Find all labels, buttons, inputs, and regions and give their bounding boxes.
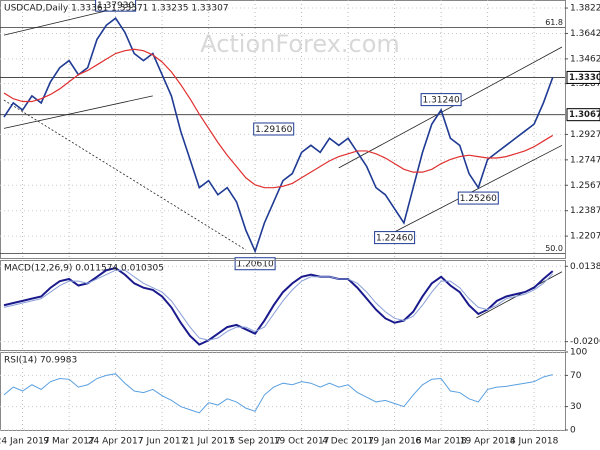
annotation-box — [457, 191, 499, 205]
level-label: 1.30670 — [569, 110, 600, 120]
annotation-label: 1.37930 — [97, 1, 134, 11]
level-label: 61.8 — [545, 18, 563, 27]
x-tick-label: 19 Apr 2018 — [460, 437, 516, 447]
series-line — [3, 269, 554, 341]
y-tick-label: 0.013802 — [570, 262, 600, 272]
annotation-box — [374, 231, 416, 245]
annotation-label: 1.22460 — [376, 234, 413, 244]
y-tick-label: 1.25670 — [570, 181, 600, 191]
x-tick-label: 21 Jul 2017 — [183, 437, 234, 447]
annotation-label: 1.25260 — [460, 194, 497, 204]
watermark: ActionForex.com — [200, 30, 400, 58]
x-tick-label: 4 Dec 2017 — [322, 437, 374, 447]
panel-title: MACD(12,26,9) 0.011574 0.010305 — [4, 264, 164, 274]
x-tick-label: 6 Mar 2018 — [415, 437, 467, 447]
level-label: 50.0 — [545, 244, 563, 253]
y-tick-label: 30 — [570, 402, 582, 412]
level-box — [566, 108, 600, 122]
y-tick-label: 1.34620 — [570, 54, 600, 64]
annotation-box — [95, 0, 137, 12]
series-line — [3, 266, 554, 346]
x-tick-label: 9 Mar 2017 — [43, 437, 94, 447]
trend-line — [3, 9, 112, 36]
level-box — [566, 70, 600, 84]
series-line — [3, 48, 554, 189]
annotation-box — [420, 93, 462, 107]
panel — [0, 260, 566, 351]
y-tick-label: 1.29270 — [570, 130, 600, 140]
panel-title: RSI(14) 70.9983 — [4, 356, 77, 366]
series-line — [3, 373, 553, 414]
y-tick-label: 100 — [570, 348, 587, 358]
y-tick-label: 1.23870 — [570, 206, 600, 216]
panel — [0, 0, 566, 259]
panel — [0, 352, 566, 431]
panel-title: USDCAD,Daily 1.33361 1.33371 1.33235 1.3… — [4, 4, 229, 14]
level-label: 1.33307 — [569, 73, 600, 83]
y-tick-label: 1.38220 — [570, 4, 600, 14]
x-tick-label: 4 Jun 2018 — [510, 437, 559, 447]
x-tick-label: 24 Jan 2017 — [0, 437, 50, 447]
trend-line — [338, 46, 563, 169]
y-tick-label: 0 — [570, 426, 576, 436]
trend-line — [476, 271, 563, 319]
y-tick-label: 70 — [570, 371, 582, 381]
x-tick-label: 24 Apr 2017 — [88, 437, 144, 447]
annotation-label: 1.31240 — [422, 96, 459, 106]
annotation-label: 1.29160 — [255, 125, 292, 135]
x-tick-label: 19 Jan 2018 — [368, 437, 422, 447]
y-tick-label: 1.22070 — [570, 232, 600, 242]
annotation-box — [253, 122, 295, 136]
y-tick-label: 1.36420 — [570, 29, 600, 39]
x-tick-label: 19 Oct 2017 — [274, 437, 330, 447]
y-tick-label: 1.32870 — [570, 79, 600, 89]
x-tick-label: 7 Jun 2017 — [138, 437, 186, 447]
series-line — [3, 17, 554, 254]
trend-line — [3, 95, 153, 129]
y-tick-label: -0.020648 — [570, 337, 600, 347]
x-tick-label: 5 Sep 2017 — [229, 437, 280, 447]
trend-line — [3, 99, 247, 251]
y-tick-label: 1.27470 — [570, 155, 600, 165]
